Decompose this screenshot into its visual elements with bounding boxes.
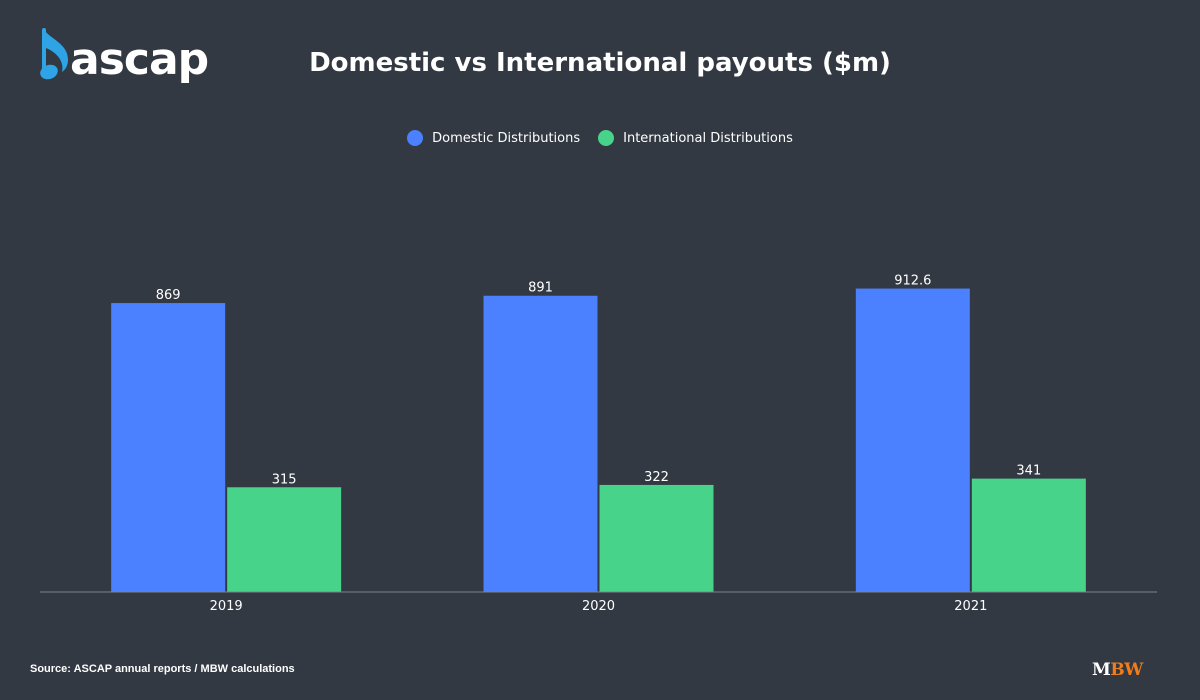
legend-label-domestic: Domestic Distributions bbox=[432, 130, 581, 146]
logo-wordmark: ascap bbox=[70, 34, 209, 85]
bar-international-2019[interactable] bbox=[227, 487, 342, 592]
legend-swatch-international bbox=[598, 130, 615, 146]
bar-international-2021[interactable] bbox=[971, 478, 1086, 592]
legend-label-international: International Distributions bbox=[623, 130, 793, 146]
music-note-icon bbox=[40, 28, 68, 80]
x-tick-label-2020: 2020 bbox=[582, 599, 615, 614]
bar-domestic-2021[interactable] bbox=[855, 288, 970, 592]
data-label-international-2019: 315 bbox=[272, 472, 297, 487]
chart-title: Domestic vs International payouts ($m) bbox=[309, 48, 891, 78]
data-label-international-2021: 341 bbox=[1016, 464, 1041, 479]
mbw-logo: MBW bbox=[1092, 660, 1143, 680]
legend-swatch-domestic bbox=[407, 130, 424, 146]
data-label-domestic-2019: 869 bbox=[156, 288, 181, 303]
bar-international-2020[interactable] bbox=[599, 484, 714, 592]
legend-item-domestic[interactable]: Domestic Distributions bbox=[407, 130, 580, 146]
x-tick-label-2019: 2019 bbox=[210, 599, 243, 614]
data-label-domestic-2021: 912.6 bbox=[894, 274, 931, 289]
chart-legend: Domestic Distributions International Dis… bbox=[0, 130, 1200, 146]
data-label-domestic-2020: 891 bbox=[528, 281, 553, 296]
legend-item-international[interactable]: International Distributions bbox=[598, 130, 793, 146]
source-note: Source: ASCAP annual reports / MBW calcu… bbox=[30, 663, 295, 675]
bar-domestic-2019[interactable] bbox=[111, 303, 226, 592]
x-tick-label-2021: 2021 bbox=[954, 599, 987, 614]
bar-domestic-2020[interactable] bbox=[483, 295, 598, 592]
ascap-logo bbox=[40, 28, 68, 80]
data-label-international-2020: 322 bbox=[644, 470, 669, 485]
